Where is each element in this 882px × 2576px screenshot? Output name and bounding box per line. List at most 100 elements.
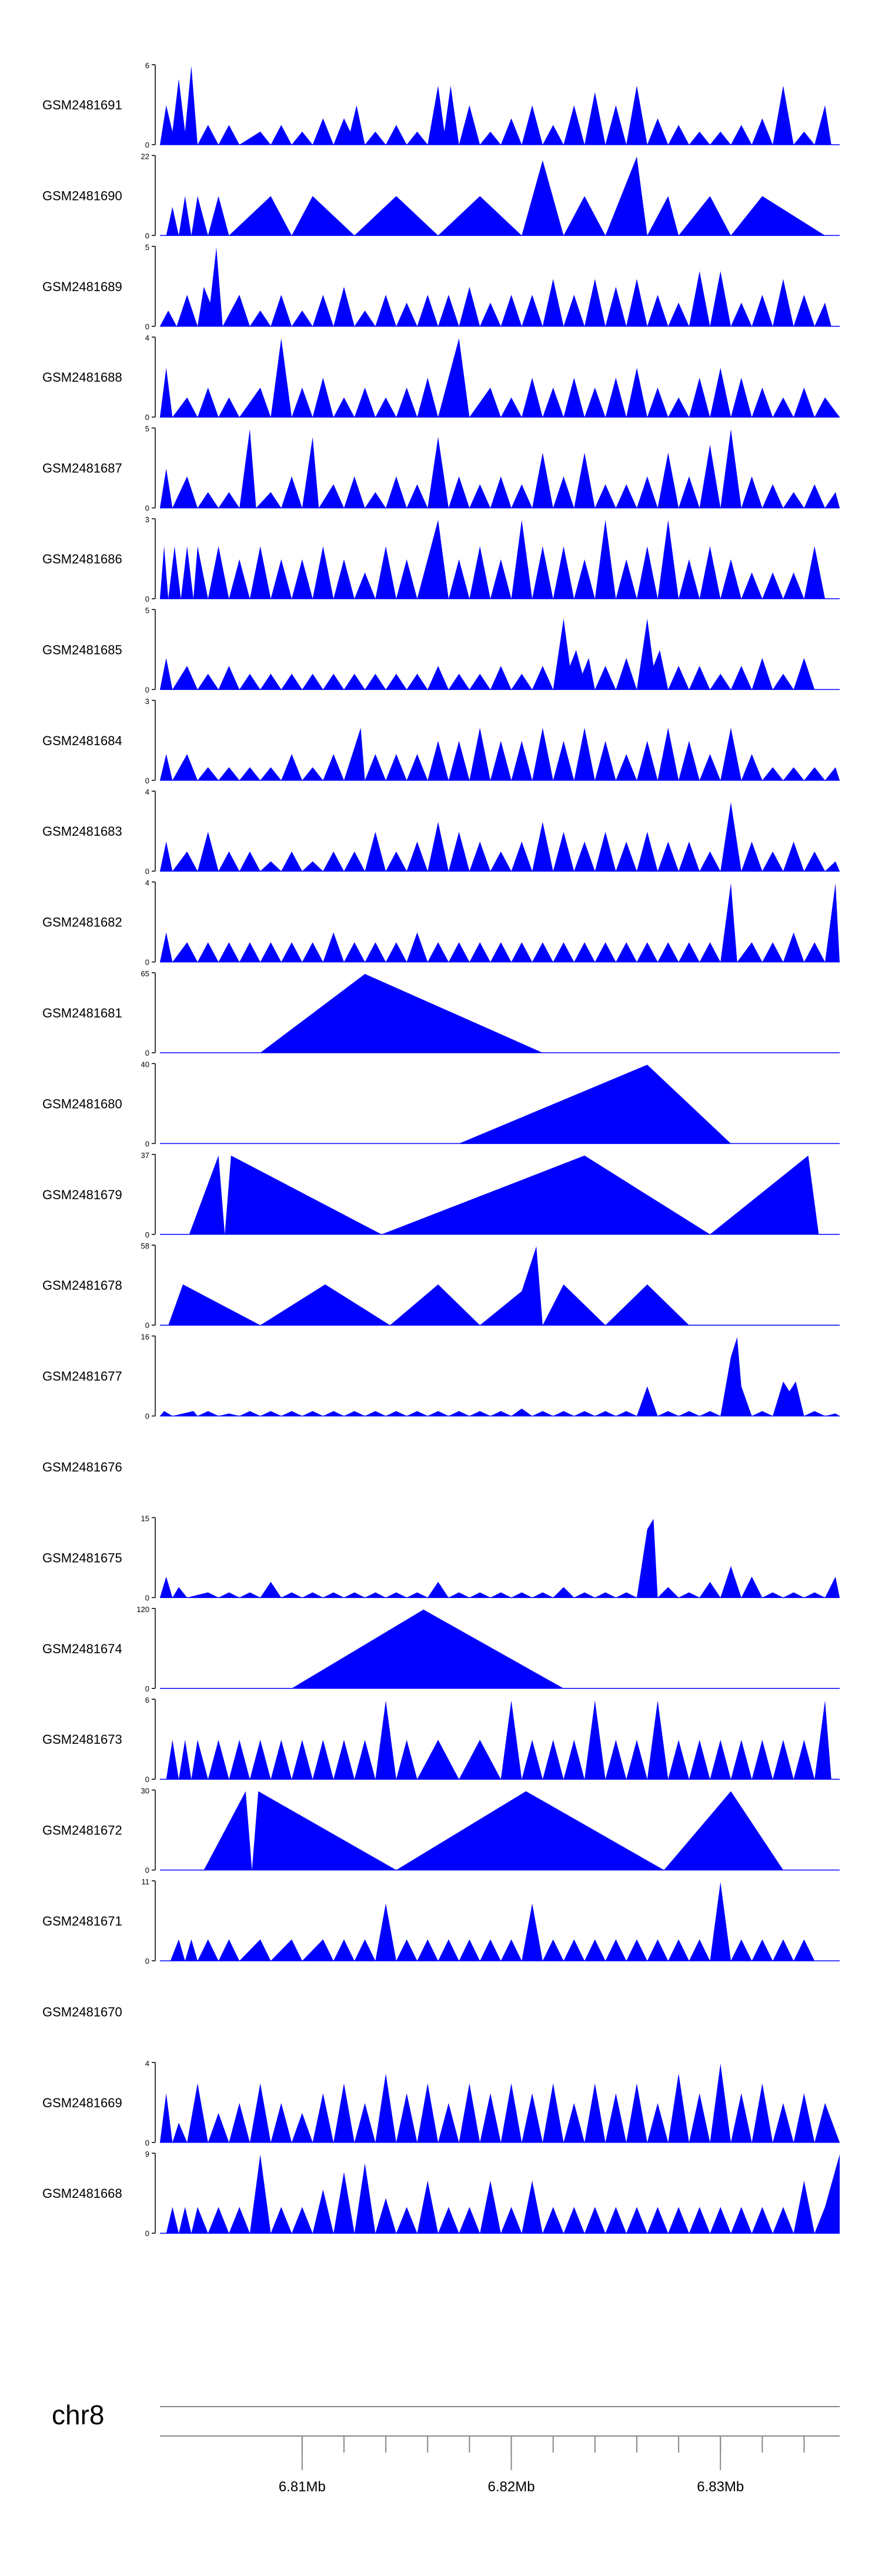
coverage-area (160, 2063, 840, 2143)
y-tick-label-max: 3 (145, 515, 149, 524)
coverage-area (189, 1155, 819, 1234)
coverage-area (459, 1065, 731, 1144)
genome-tick-label: 6.81Mb (279, 2479, 326, 2495)
y-tick-label-max: 5 (145, 425, 149, 433)
coverage-area (160, 1519, 840, 1598)
track-GSM2481671: GSM2481671 11 0 (42, 1877, 840, 1966)
genome-tick-label: 6.82Mb (488, 2479, 535, 2495)
coverage-area (160, 802, 840, 872)
chromosome-label: chr8 (52, 2400, 104, 2430)
y-tick-label-max: 5 (145, 243, 149, 252)
y-tick-label-max: 6 (145, 61, 149, 70)
y-tick-label-zero: 0 (145, 1866, 149, 1875)
y-tick-label-zero: 0 (145, 322, 149, 331)
track-label: GSM2481679 (42, 1187, 122, 1202)
y-tick-label-zero: 0 (145, 958, 149, 967)
coverage-area (160, 66, 831, 145)
track-GSM2481685: GSM2481685 5 0 (42, 606, 840, 694)
track-label: GSM2481669 (42, 2095, 122, 2110)
y-tick-label-zero: 0 (145, 504, 149, 513)
coverage-area (160, 728, 840, 780)
track-GSM2481673: GSM2481673 6 0 (42, 1696, 840, 1784)
y-tick-label-zero: 0 (145, 1412, 149, 1421)
track-GSM2481674: GSM2481674 120 0 (42, 1605, 840, 1693)
y-tick-label-max: 6 (145, 1696, 149, 1704)
track-label: GSM2481682 (42, 915, 122, 930)
track-GSM2481670: GSM2481670 (42, 2004, 122, 2019)
coverage-area (166, 2154, 840, 2234)
track-GSM2481678: GSM2481678 58 0 (42, 1242, 840, 1330)
track-GSM2481689: GSM2481689 5 0 (42, 243, 840, 331)
y-tick-label-max: 11 (142, 1877, 150, 1886)
y-tick-label-max: 40 (141, 1060, 149, 1069)
y-tick-label-max: 16 (141, 1333, 149, 1342)
coverage-area (160, 618, 826, 690)
y-tick-label-zero: 0 (145, 1321, 149, 1330)
y-tick-label-zero: 0 (145, 141, 149, 149)
y-tick-label-max: 4 (145, 788, 149, 796)
track-GSM2481687: GSM2481687 5 0 (42, 425, 840, 513)
y-tick-label-max: 4 (145, 2059, 149, 2068)
track-label: GSM2481676 (42, 1460, 122, 1474)
genome-axis-ticks: 6.81Mb 6.82Mb 6.83Mb (279, 2436, 805, 2495)
track-label: GSM2481675 (42, 1550, 122, 1565)
coverage-area (260, 974, 543, 1053)
track-label: GSM2481681 (42, 1006, 122, 1020)
track-label: GSM2481672 (42, 1823, 122, 1838)
y-tick-label-zero: 0 (145, 867, 149, 876)
track-label: GSM2481671 (42, 1914, 122, 1928)
y-tick-label-zero: 0 (145, 595, 149, 603)
coverage-area (292, 1609, 564, 1689)
y-tick-label-max: 58 (141, 1242, 149, 1250)
track-GSM2481683: GSM2481683 4 0 (42, 788, 840, 876)
track-GSM2481691: GSM2481691 6 0 (42, 61, 840, 149)
track-label: GSM2481678 (42, 1278, 122, 1293)
coverage-area (166, 1700, 831, 1780)
coverage-area (160, 520, 826, 599)
track-label: GSM2481691 (42, 98, 122, 112)
track-label: GSM2481668 (42, 2186, 122, 2201)
track-GSM2481684: GSM2481684 3 0 (42, 697, 840, 785)
y-tick-label-max: 65 (141, 969, 149, 978)
track-GSM2481679: GSM2481679 37 0 (42, 1151, 840, 1239)
y-tick-label-max: 30 (141, 1787, 149, 1796)
y-tick-label-zero: 0 (145, 413, 149, 422)
y-tick-label-max: 3 (145, 697, 149, 706)
coverage-area (203, 1791, 783, 1870)
y-tick-label-max: 15 (141, 1514, 149, 1523)
y-tick-label-max: 22 (141, 152, 149, 161)
genome-tick-label: 6.83Mb (697, 2479, 744, 2495)
track-label: GSM2481670 (42, 2004, 122, 2019)
track-GSM2481680: GSM2481680 40 0 (42, 1060, 840, 1148)
track-label: GSM2481674 (42, 1641, 122, 1656)
y-tick-label-zero: 0 (145, 1139, 149, 1148)
y-tick-label-zero: 0 (145, 776, 149, 785)
coverage-area (160, 883, 840, 962)
track-label: GSM2481680 (42, 1096, 122, 1111)
y-tick-label-max: 4 (145, 879, 149, 887)
track-label: GSM2481687 (42, 461, 122, 476)
y-tick-label-zero: 0 (145, 231, 149, 240)
coverage-area (168, 1246, 721, 1326)
coverage-area (160, 1337, 840, 1416)
track-GSM2481690: GSM2481690 22 0 (42, 152, 840, 240)
track-GSM2481676: GSM2481676 (42, 1460, 122, 1474)
y-tick-label-max: 9 (145, 2150, 149, 2158)
track-GSM2481682: GSM2481682 4 0 (42, 879, 840, 967)
track-label: GSM2481685 (42, 642, 122, 657)
y-tick-label-zero: 0 (145, 2138, 149, 2147)
coverage-area (160, 338, 840, 418)
track-label: GSM2481683 (42, 824, 122, 839)
y-tick-label-max: 4 (145, 333, 149, 342)
coverage-tracks: GSM248169160GSM2481690220GSM248168950GSM… (42, 61, 840, 2238)
y-tick-label-max: 37 (141, 1151, 149, 1160)
y-tick-label-zero: 0 (145, 1230, 149, 1239)
y-tick-label-zero: 0 (145, 1593, 149, 1602)
y-tick-label-max: 5 (145, 606, 149, 615)
coverage-area (170, 1882, 815, 1961)
track-GSM2481668: GSM2481668 9 0 (42, 2150, 840, 2238)
track-GSM2481672: GSM2481672 30 0 (42, 1787, 840, 1875)
y-tick-label-zero: 0 (145, 1957, 149, 1966)
y-tick-label-zero: 0 (145, 1775, 149, 1784)
